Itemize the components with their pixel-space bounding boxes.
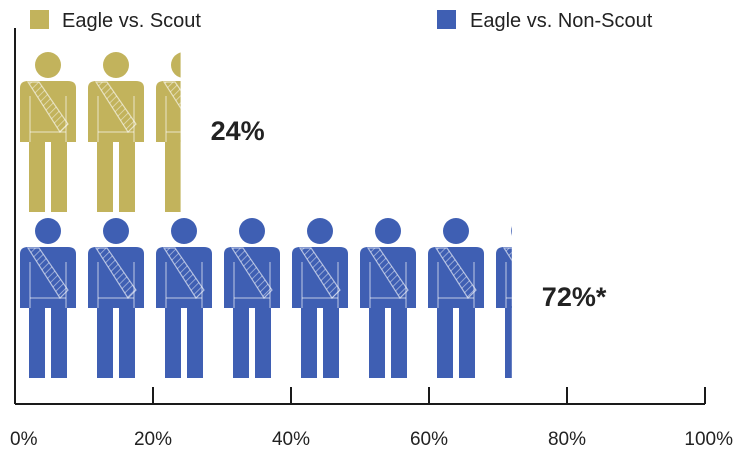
- scout-figure-icon: [496, 226, 512, 378]
- bar-eagle-vs-non-scout: [20, 218, 512, 378]
- scout-figure-icon: [360, 218, 416, 378]
- legend-label-eagle-vs-scout: Eagle vs. Scout: [62, 10, 201, 32]
- x-tick-label: 60%: [410, 429, 448, 450]
- x-tick-label: 0%: [10, 429, 38, 450]
- scout-figure-icon: [156, 218, 212, 378]
- x-axis-ticks: 0% 20% 40% 60% 80% 100%: [10, 387, 733, 450]
- legend-item-eagle-vs-scout: Eagle vs. Scout: [30, 10, 201, 32]
- scout-figure-icon: [292, 218, 348, 378]
- x-tick-label: 20%: [134, 429, 172, 450]
- scout-figure-icon: [88, 218, 144, 378]
- x-tick-label: 40%: [272, 429, 310, 450]
- legend-swatch-eagle-vs-scout: [30, 10, 49, 29]
- legend: Eagle vs. Scout Eagle vs. Non-Scout: [30, 10, 653, 32]
- scout-figure-icon: [20, 218, 76, 378]
- legend-item-eagle-vs-non-scout: Eagle vs. Non-Scout: [437, 10, 653, 32]
- scout-figure-icon: [20, 52, 76, 212]
- legend-label-eagle-vs-non-scout: Eagle vs. Non-Scout: [470, 10, 653, 32]
- scout-figure-icon: [224, 218, 280, 378]
- x-tick-label: 80%: [548, 429, 586, 450]
- scout-figure-icon: [88, 52, 144, 212]
- scout-figure-icon: [428, 218, 484, 378]
- value-label-eagle-vs-scout: 24%: [211, 116, 265, 146]
- scout-figure-icon: [156, 52, 181, 212]
- value-label-eagle-vs-non-scout: 72%*: [542, 282, 607, 312]
- bar-eagle-vs-scout: [20, 52, 181, 212]
- x-tick-label: 100%: [684, 429, 733, 450]
- legend-swatch-eagle-vs-non-scout: [437, 10, 456, 29]
